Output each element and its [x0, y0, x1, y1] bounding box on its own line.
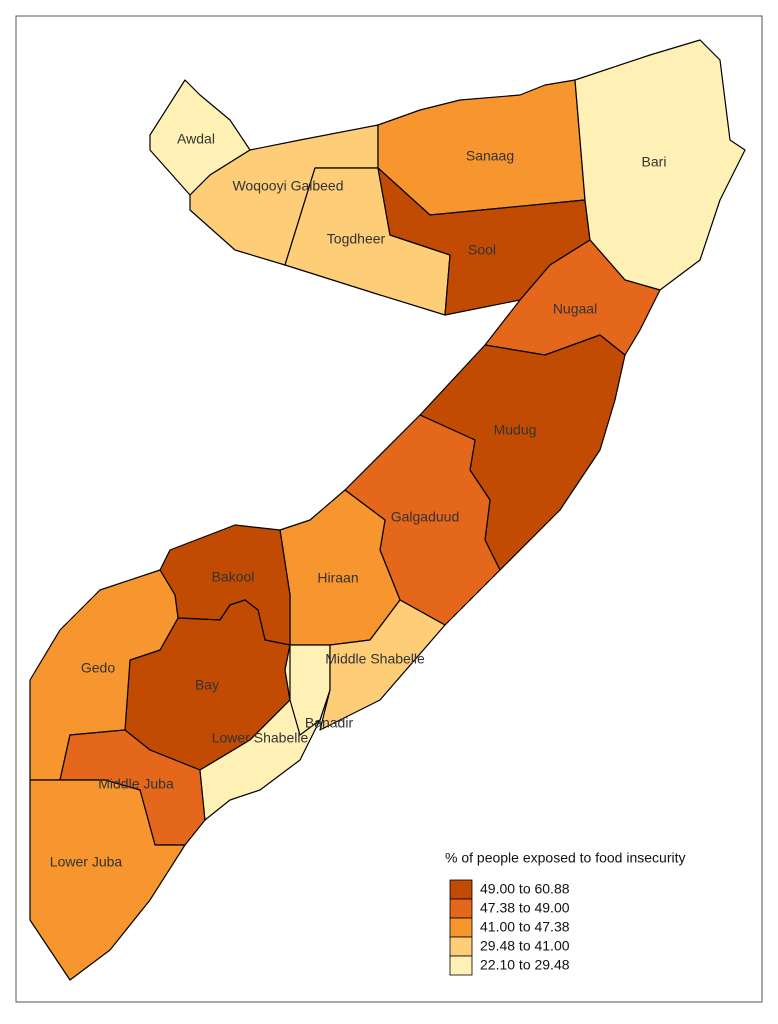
region-label: Middle Juba	[98, 776, 174, 792]
region-label: Awdal	[177, 131, 215, 147]
region-label: Nugaal	[553, 301, 597, 317]
legend-swatch	[449, 955, 473, 976]
region-label: Togdheer	[327, 231, 386, 247]
legend-label: 41.00 to 47.38	[480, 919, 570, 935]
region-label: Lower Juba	[50, 854, 123, 870]
legend-swatch	[449, 936, 473, 957]
legend-swatch	[449, 898, 473, 919]
legend-swatch	[449, 879, 473, 900]
region-label: Lower Shabelle	[212, 730, 309, 746]
legend-label: 47.38 to 49.00	[480, 900, 570, 916]
labels: Awdal Woqooyi Galbeed Togdheer Sanaag Sool Ba…	[50, 131, 667, 870]
region-label: Mudug	[494, 422, 537, 438]
legend: 49.00 to 60.88 47.38 to 49.00 41.00 to 47.…	[449, 879, 570, 976]
region-label: Bari	[642, 154, 667, 170]
region-label: Middle Shabelle	[325, 651, 425, 667]
region-label: Galgaduud	[391, 509, 460, 525]
region	[319, 599, 446, 731]
legend-label: 22.10 to 29.48	[480, 957, 570, 973]
region	[29, 779, 186, 981]
legend-swatch	[449, 917, 473, 938]
region-label: Sanaag	[466, 148, 514, 164]
region-label: Sool	[468, 242, 496, 258]
legend-label: 29.48 to 41.00	[480, 938, 570, 954]
region-label: Hiraan	[317, 570, 358, 586]
region-label: Bay	[195, 677, 219, 693]
region-label: Gedo	[81, 660, 115, 676]
legend-label: 49.00 to 60.88	[480, 881, 570, 897]
region-label: Banadir	[305, 715, 354, 731]
legend-title: % of people exposed to food insecurity	[445, 850, 686, 866]
region-label: Woqooyi Galbeed	[232, 178, 343, 194]
regions	[29, 39, 746, 981]
region-label: Bakool	[212, 569, 255, 585]
